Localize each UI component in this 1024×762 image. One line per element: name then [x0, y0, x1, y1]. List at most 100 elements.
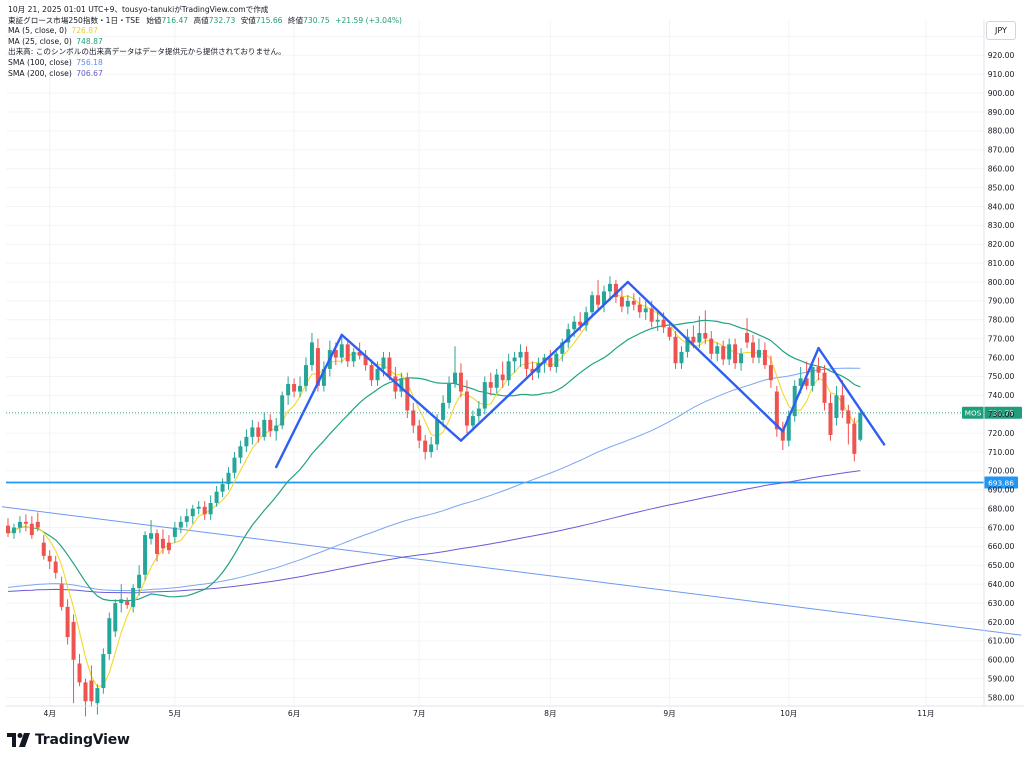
candle-body[interactable] [202, 506, 207, 515]
indicator-volume[interactable]: 出来高: このシンボルの出来高データはデータ提供元から提供されておりません。 [8, 47, 402, 58]
candle-body[interactable] [822, 372, 827, 403]
candle-body[interactable] [101, 654, 106, 689]
candle-body[interactable] [488, 382, 493, 388]
candle-body[interactable] [256, 427, 261, 437]
candle-body[interactable] [470, 416, 475, 426]
candle-body[interactable] [65, 606, 70, 638]
candle-body[interactable] [506, 361, 511, 381]
candle-body[interactable] [596, 295, 601, 305]
candle-body[interactable] [113, 603, 118, 632]
candle-body[interactable] [244, 436, 249, 447]
candle-body[interactable] [631, 300, 636, 305]
candle-body[interactable] [369, 365, 374, 381]
candle-body[interactable] [524, 351, 529, 369]
candle-body[interactable] [602, 291, 606, 305]
tradingview-logo[interactable]: TradingView [7, 730, 130, 750]
candle-body[interactable] [107, 618, 112, 655]
price-axis[interactable]: 580.00 590.00 600.00 610.00 620.00 630.00 640.… [983, 20, 1014, 706]
pattern-line[interactable] [340, 333, 463, 442]
candle-body[interactable] [846, 410, 851, 424]
candle-body[interactable] [494, 374, 499, 388]
indicator-ma5[interactable]: MA (5, close, 0) 726.87 [8, 26, 402, 37]
candle-body[interactable] [780, 429, 785, 441]
candle-body[interactable] [667, 327, 672, 337]
candle-body[interactable] [703, 333, 708, 339]
candle-body[interactable] [733, 344, 738, 364]
candle-body[interactable] [375, 368, 380, 381]
indicator-ma25[interactable]: MA (25, close, 0) 748.87 [8, 37, 402, 48]
candle-body[interactable] [387, 357, 392, 377]
candle-body[interactable] [607, 283, 612, 292]
candle-body[interactable] [661, 319, 666, 328]
candle-body[interactable] [41, 542, 46, 556]
candle-body[interactable] [727, 344, 732, 360]
candle-body[interactable] [304, 365, 308, 386]
candle-body[interactable] [89, 680, 94, 702]
pattern-line[interactable] [626, 280, 784, 433]
candle-body[interactable] [399, 378, 404, 392]
candle-body[interactable] [721, 346, 726, 360]
candle-body[interactable] [274, 425, 279, 432]
pattern-line[interactable] [275, 333, 343, 469]
candle-body[interactable] [530, 368, 535, 373]
candle-body[interactable] [417, 425, 422, 441]
candle-body[interactable] [691, 336, 696, 343]
candle-body[interactable] [709, 338, 714, 354]
candle-body[interactable] [613, 283, 618, 298]
candle-body[interactable] [286, 383, 291, 396]
candle-body[interactable] [345, 344, 350, 362]
pattern-line[interactable] [781, 346, 820, 433]
candle-body[interactable] [643, 308, 648, 313]
candle-body[interactable] [554, 353, 559, 367]
candle-body[interactable] [29, 523, 34, 536]
candle-body[interactable] [208, 502, 213, 515]
candle-body[interactable] [798, 378, 803, 386]
candle-body[interactable] [155, 533, 159, 554]
candle-body[interactable] [83, 682, 88, 702]
candle-body[interactable] [190, 508, 195, 517]
candle-body[interactable] [250, 427, 255, 437]
candle-body[interactable] [232, 457, 237, 473]
candle-body[interactable] [804, 378, 809, 386]
candle-body[interactable] [166, 542, 171, 551]
indicator-sma100[interactable]: SMA (100, close) 756.18 [8, 58, 402, 69]
candle-body[interactable] [196, 506, 201, 509]
candle-body[interactable] [584, 312, 589, 326]
candle-body[interactable] [786, 416, 791, 441]
candle-body[interactable] [476, 408, 481, 417]
candle-body[interactable] [673, 336, 678, 364]
candle-body[interactable] [560, 342, 565, 354]
candle-body[interactable] [625, 300, 630, 307]
candle-body[interactable] [458, 372, 463, 392]
candle-body[interactable] [685, 336, 690, 352]
candle-body[interactable] [739, 353, 744, 364]
candle-body[interactable] [649, 308, 654, 322]
candle-body[interactable] [131, 587, 136, 607]
candle-body[interactable] [774, 391, 779, 430]
candle-body[interactable] [309, 342, 314, 366]
candle-body[interactable] [321, 368, 326, 386]
candle-body[interactable] [840, 395, 845, 411]
candle-body[interactable] [834, 395, 839, 418]
candle-body[interactable] [512, 357, 517, 362]
candle-body[interactable] [518, 351, 523, 358]
candle-body[interactable] [655, 319, 660, 322]
horizontal-line-layer[interactable]: 693.86 [6, 476, 1018, 489]
pattern-lines-layer[interactable] [275, 280, 886, 469]
candle-body[interactable] [238, 446, 243, 458]
candle-body[interactable] [47, 555, 52, 562]
candle-body[interactable] [756, 350, 761, 358]
candle-body[interactable] [697, 333, 702, 343]
candle-body[interactable] [828, 402, 833, 435]
candle-body[interactable] [572, 321, 577, 330]
candle-body[interactable] [214, 491, 219, 503]
candle-body[interactable] [268, 419, 273, 432]
candle-body[interactable] [178, 521, 183, 528]
candle-body[interactable] [423, 440, 428, 452]
candles-layer[interactable] [6, 276, 863, 717]
candle-body[interactable] [53, 561, 58, 573]
candle-body[interactable] [810, 367, 815, 386]
candle-body[interactable] [77, 663, 82, 683]
candle-body[interactable] [226, 472, 231, 485]
